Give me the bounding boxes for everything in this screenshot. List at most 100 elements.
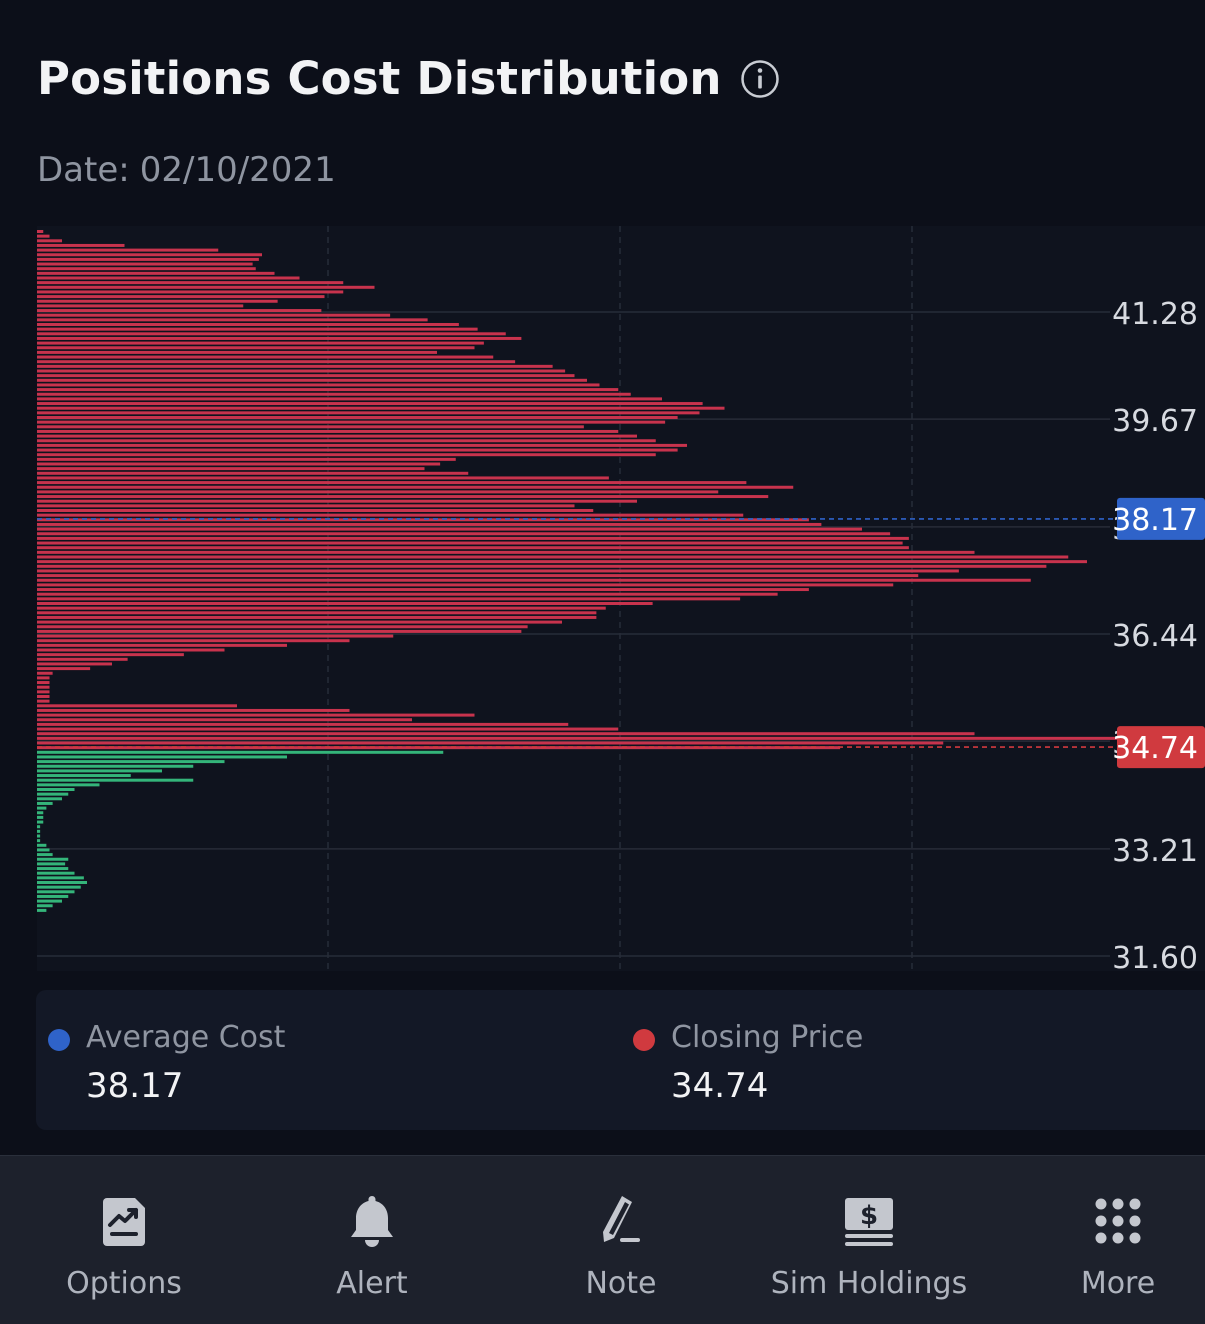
distribution-bar	[37, 908, 47, 912]
distribution-bar	[37, 713, 475, 717]
distribution-bar	[37, 634, 394, 638]
distribution-bar	[37, 708, 350, 712]
distribution-bar	[37, 764, 194, 768]
distribution-bar	[37, 843, 47, 847]
distribution-bar	[37, 853, 53, 857]
distribution-bar	[37, 364, 553, 368]
distribution-bar	[37, 639, 350, 643]
closing-price-dot	[633, 1029, 655, 1051]
distribution-bar	[37, 588, 809, 592]
distribution-bar	[37, 550, 975, 554]
distribution-bar	[37, 462, 441, 466]
distribution-bar	[37, 564, 1047, 568]
nav-note-label: Note	[585, 1266, 657, 1301]
y-tick-label: 39.67	[1112, 404, 1198, 439]
distribution-bar	[37, 541, 903, 545]
distribution-bar	[37, 755, 287, 759]
distribution-bar	[37, 778, 194, 782]
distribution-bar	[37, 476, 609, 480]
distribution-bar	[37, 890, 75, 894]
y-tick-label: 33.21	[1112, 834, 1198, 869]
distribution-bar	[37, 336, 522, 340]
distribution-bar	[37, 862, 66, 866]
distribution-bar	[37, 760, 225, 764]
distribution-bar	[37, 509, 594, 512]
distribution-bar	[37, 271, 275, 275]
distribution-bar	[37, 518, 809, 522]
distribution-bar	[37, 615, 597, 619]
distribution-bar	[37, 685, 50, 689]
page-title: Positions Cost Distribution	[37, 52, 722, 105]
nav-alert-label: Alert	[336, 1266, 408, 1301]
distribution-bar	[37, 360, 516, 364]
closing-price-marker-badge	[1117, 726, 1205, 769]
distribution-bar	[37, 234, 50, 238]
distribution-bar	[37, 815, 44, 819]
distribution-bar	[37, 448, 678, 452]
date-label: Date:	[37, 150, 130, 190]
distribution-bar	[37, 467, 425, 471]
distribution-bar	[37, 834, 41, 838]
distribution-bar	[37, 797, 62, 801]
nav-more[interactable]: More	[998, 1192, 1205, 1301]
distribution-bar	[37, 876, 84, 880]
distribution-bar	[37, 471, 469, 475]
distribution-bar	[37, 313, 391, 317]
distribution-bar	[37, 792, 69, 796]
distribution-bar	[37, 341, 484, 345]
distribution-bar	[37, 732, 975, 736]
distribution-bar	[37, 546, 909, 550]
distribution-bar	[37, 857, 69, 861]
closing-price-marker-badge-label: 34.74	[1112, 731, 1198, 766]
y-tick-label: 36.44	[1112, 619, 1198, 654]
grid-dots-icon	[1095, 1198, 1141, 1244]
average-cost-label: Average Cost	[86, 1020, 286, 1055]
distribution-bar	[37, 625, 528, 629]
distribution-bar	[37, 657, 128, 661]
average-cost-value: 38.17	[86, 1066, 184, 1106]
distribution-bar	[37, 839, 41, 843]
distribution-bar	[37, 555, 1069, 559]
legend-panel: Average Cost 38.17 Closing Price 34.74	[36, 990, 1205, 1130]
info-icon[interactable]	[740, 59, 780, 99]
distribution-bar	[37, 453, 656, 457]
closing-price-value: 34.74	[671, 1066, 769, 1106]
distribution-bar	[37, 825, 41, 829]
nav-note[interactable]: Note	[501, 1192, 741, 1301]
distribution-bar	[37, 606, 606, 610]
nav-sim-holdings[interactable]: $ Sim Holdings	[749, 1192, 989, 1301]
distribution-bar	[37, 848, 50, 852]
distribution-bar	[37, 662, 112, 666]
distribution-bar	[37, 369, 566, 373]
distribution-bar	[37, 695, 50, 698]
distribution-bar	[37, 750, 444, 754]
distribution-bar	[37, 420, 666, 424]
distribution-bar	[37, 425, 584, 429]
distribution-bar	[37, 574, 919, 578]
distribution-bar	[37, 392, 631, 396]
nav-alert[interactable]: Alert	[252, 1192, 492, 1301]
distribution-bar	[37, 522, 822, 526]
pen-note-icon	[603, 1196, 640, 1242]
distribution-bar	[37, 323, 459, 326]
distribution-bar	[37, 499, 637, 503]
distribution-bar	[37, 406, 725, 410]
distribution-bar	[37, 485, 794, 489]
distribution-bar	[37, 597, 741, 601]
nav-sim-holdings-label: Sim Holdings	[770, 1266, 968, 1301]
distribution-bar	[37, 416, 678, 419]
distribution-bar	[37, 434, 637, 438]
average-cost-marker-badge-label: 38.17	[1112, 503, 1198, 538]
distribution-bar	[37, 899, 62, 903]
distribution-bar	[37, 885, 81, 889]
distribution-bar	[37, 248, 219, 252]
date-line: Date: 02/10/2021	[37, 150, 346, 190]
nav-options-label: Options	[66, 1266, 182, 1301]
distribution-bar	[37, 267, 256, 271]
nav-options[interactable]: Options	[4, 1192, 244, 1301]
distribution-bar	[37, 569, 959, 573]
distribution-bar	[37, 704, 237, 708]
distribution-bar	[37, 374, 575, 378]
distribution-bar	[37, 504, 575, 508]
